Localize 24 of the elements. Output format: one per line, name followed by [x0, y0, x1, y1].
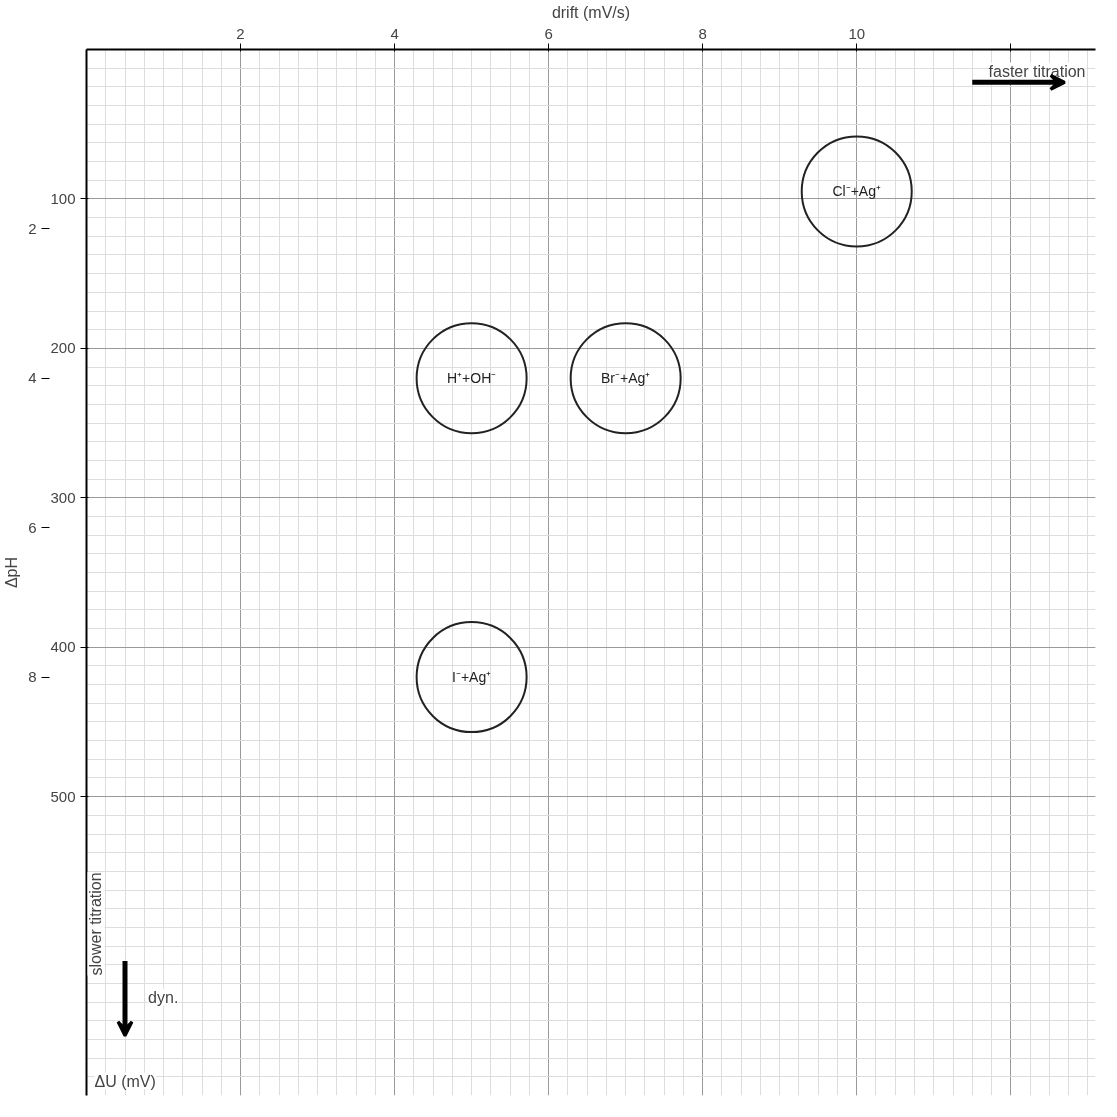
y-tick-label: 500	[50, 787, 76, 805]
y2-tick-label: 6	[28, 518, 37, 536]
annotation: slower titration	[87, 872, 105, 976]
annotation: H⁺+OH⁻	[446, 370, 497, 387]
y2-axis-title: ΔpH	[3, 556, 21, 589]
y-tick-label: 400	[50, 638, 76, 656]
annotation: dyn.	[148, 988, 179, 1006]
x-tick-label: 10	[848, 24, 866, 42]
annotation: Cl⁻+Ag⁺	[832, 183, 881, 200]
x-tick-label: 6	[544, 24, 553, 42]
y-tick-label: 100	[50, 189, 76, 207]
x-tick-label: 8	[698, 24, 707, 42]
y2-tick-label: 2	[28, 219, 37, 237]
annotation: Br⁻+Ag⁺	[601, 370, 651, 387]
annotation: faster titration	[988, 62, 1086, 80]
x-axis-title: drift (mV/s)	[551, 3, 631, 21]
y-tick-label: 300	[50, 488, 76, 506]
annotation: I⁻+Ag⁺	[452, 669, 492, 686]
y2-tick-label: 8	[28, 668, 37, 686]
y2-tick-label: 4	[28, 369, 37, 387]
x-tick-label: 4	[390, 24, 399, 42]
x-tick-label: 2	[236, 24, 245, 42]
y-axis-title: ΔU (mV)	[94, 1072, 156, 1090]
y-tick-label: 200	[50, 339, 76, 357]
